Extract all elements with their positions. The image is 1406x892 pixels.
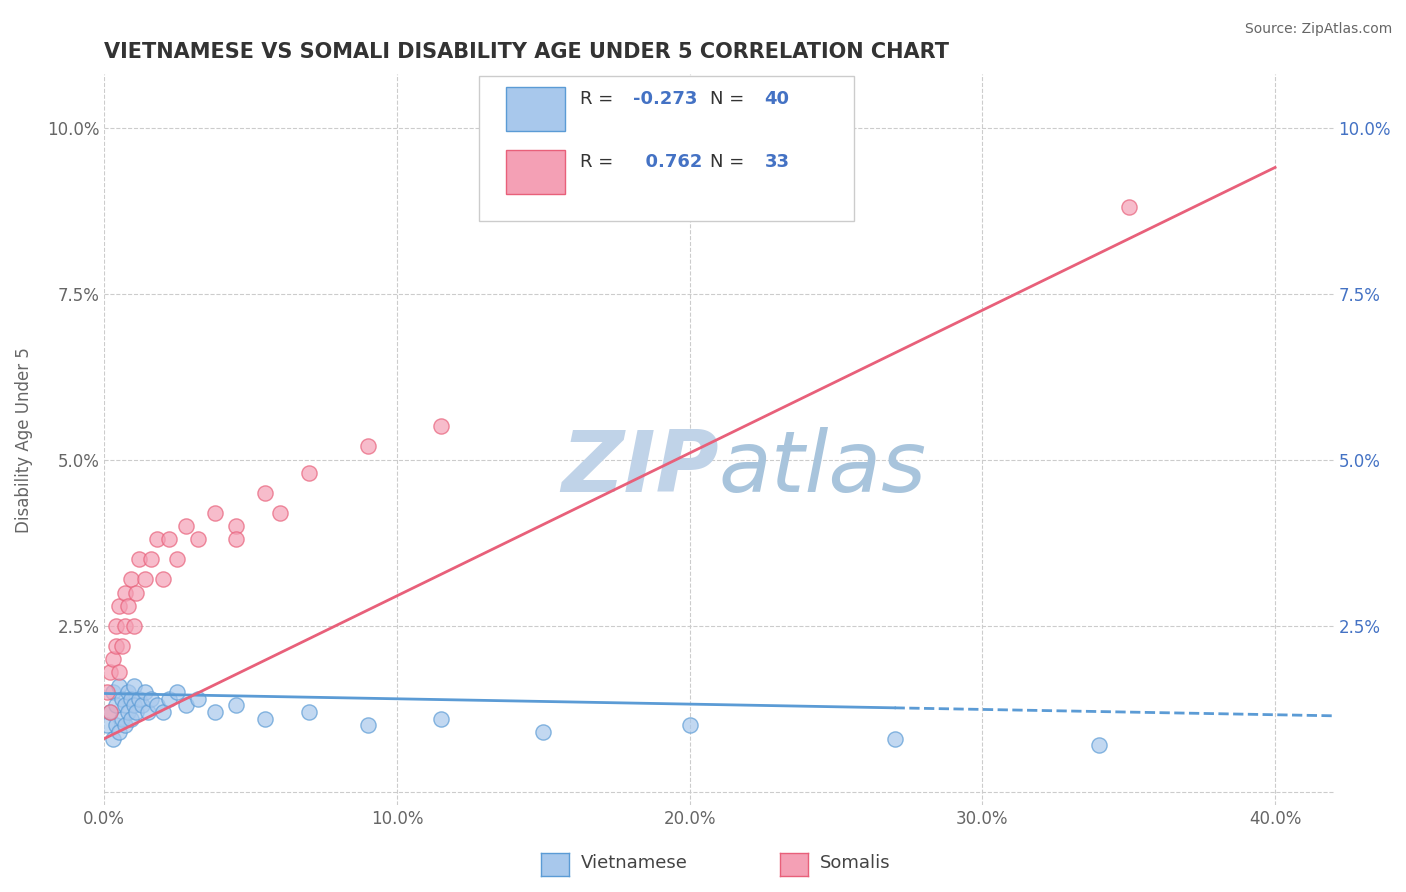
Point (111, 639, 134, 653)
Point (166, 685, 188, 699)
Point (96, 718, 118, 732)
Point (114, 618, 136, 632)
Point (128, 691, 150, 706)
Point (114, 718, 136, 732)
Text: N =: N = (710, 153, 751, 171)
Point (204, 705, 226, 719)
Point (166, 552, 188, 566)
Point (139, 691, 162, 706)
Point (122, 698, 145, 713)
Point (187, 691, 209, 706)
Text: Source: ZipAtlas.com: Source: ZipAtlas.com (1244, 22, 1392, 37)
Point (134, 572, 156, 586)
Point (111, 691, 134, 706)
Point (152, 705, 174, 719)
Bar (506, 87, 565, 131)
Point (114, 698, 136, 713)
Point (357, 718, 380, 732)
Point (531, 725, 554, 739)
Point (101, 685, 124, 699)
Point (136, 705, 159, 719)
Point (108, 725, 131, 739)
Point (152, 572, 174, 586)
Text: ZIP: ZIP (561, 427, 718, 510)
Text: VIETNAMESE VS SOMALI DISABILITY AGE UNDER 5 CORRELATION CHART: VIETNAMESE VS SOMALI DISABILITY AGE UNDE… (104, 42, 949, 62)
Point (174, 519, 197, 533)
Point (104, 618, 127, 632)
Bar (506, 150, 565, 194)
Text: R =: R = (581, 89, 619, 108)
Point (174, 698, 197, 713)
Text: Vietnamese: Vietnamese (581, 855, 688, 872)
Point (111, 712, 134, 726)
Point (1088, 739, 1111, 753)
Point (430, 712, 453, 726)
Point (1118, 200, 1140, 214)
Text: atlas: atlas (718, 427, 927, 510)
Point (120, 712, 142, 726)
Point (122, 618, 145, 632)
FancyBboxPatch shape (479, 76, 855, 220)
Point (101, 731, 124, 746)
Point (98, 705, 121, 719)
Point (357, 439, 380, 453)
Point (104, 718, 127, 732)
Point (225, 519, 247, 533)
Point (117, 599, 139, 613)
Point (122, 679, 145, 693)
Point (120, 572, 142, 586)
Point (128, 552, 150, 566)
Point (146, 698, 169, 713)
Point (114, 585, 136, 599)
Point (98, 705, 121, 719)
Point (98, 665, 121, 680)
Text: N =: N = (710, 89, 751, 108)
Point (157, 533, 180, 547)
Point (117, 685, 139, 699)
Point (883, 731, 905, 746)
Point (204, 506, 226, 520)
Point (225, 533, 247, 547)
Point (101, 652, 124, 666)
Text: 0.762: 0.762 (633, 153, 702, 171)
Point (117, 705, 139, 719)
Point (120, 691, 142, 706)
Point (108, 599, 131, 613)
Point (125, 705, 148, 719)
Point (125, 585, 148, 599)
Point (131, 698, 153, 713)
Point (298, 705, 321, 719)
Point (96, 685, 118, 699)
Point (187, 533, 209, 547)
Point (254, 486, 277, 500)
Text: 33: 33 (765, 153, 789, 171)
Point (104, 639, 127, 653)
Text: R =: R = (581, 153, 619, 171)
Point (679, 718, 702, 732)
Point (269, 506, 291, 520)
Point (254, 712, 277, 726)
Point (146, 533, 169, 547)
Point (298, 466, 321, 480)
Point (225, 698, 247, 713)
Y-axis label: Disability Age Under 5: Disability Age Under 5 (15, 347, 32, 533)
Point (430, 419, 453, 434)
Text: 40: 40 (765, 89, 789, 108)
Point (108, 679, 131, 693)
Text: Somalis: Somalis (820, 855, 890, 872)
Point (134, 685, 156, 699)
Point (108, 665, 131, 680)
Point (104, 698, 127, 713)
Text: -0.273: -0.273 (633, 89, 697, 108)
Point (157, 691, 180, 706)
Point (139, 552, 162, 566)
